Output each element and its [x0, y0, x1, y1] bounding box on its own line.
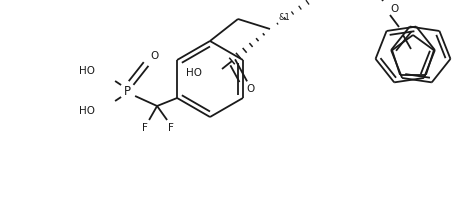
Text: F: F	[168, 123, 174, 133]
Text: O: O	[390, 4, 398, 14]
Text: P: P	[123, 84, 131, 97]
Text: HO: HO	[79, 106, 95, 116]
Text: O: O	[246, 84, 254, 94]
Text: HO: HO	[186, 68, 202, 78]
Text: HO: HO	[79, 66, 95, 76]
Text: O: O	[150, 51, 158, 61]
Text: N: N	[327, 0, 335, 2]
Text: &1: &1	[278, 13, 290, 22]
Text: F: F	[142, 123, 148, 133]
